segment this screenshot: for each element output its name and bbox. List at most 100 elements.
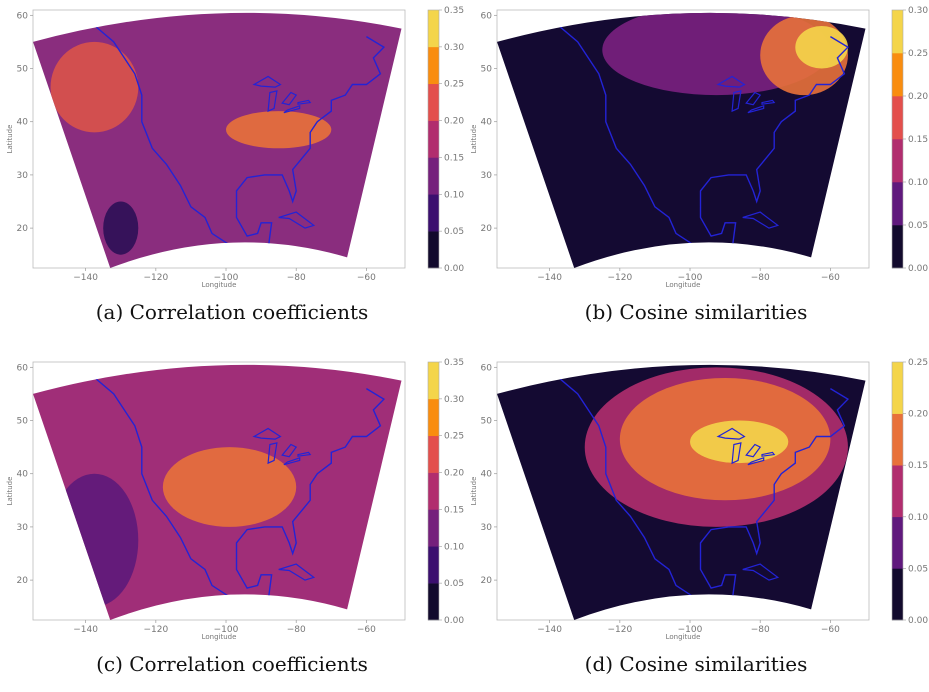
- colorbar-segment: [428, 157, 439, 195]
- colorbar-segment: [428, 398, 439, 437]
- lake-outline: [267, 442, 278, 465]
- colorbar-tick-label: 0.10: [908, 178, 928, 188]
- island-outline: [278, 211, 316, 229]
- lake-outline: [716, 427, 746, 440]
- colorbar-segment: [892, 182, 903, 226]
- caption-b: (b) Cosine similarities: [584, 300, 808, 324]
- coastline: [43, 369, 386, 608]
- colorbar-segment: [428, 583, 439, 621]
- x-tick-label: −120: [607, 625, 632, 635]
- x-tick-label: −120: [607, 273, 632, 283]
- lake-outline: [731, 442, 742, 465]
- island-outline: [742, 563, 780, 581]
- colorbar-segment: [428, 231, 439, 269]
- x-tick-label: −80: [751, 273, 770, 283]
- panel-a: −140 −120 −100 −80 −60 Longitude 20 30 40 50 60 Lat…: [0, 0, 464, 340]
- lake-outline: [252, 75, 282, 88]
- coastline: [507, 17, 850, 256]
- colorbar-segment: [428, 10, 439, 48]
- x-tick-label: −80: [287, 625, 306, 635]
- x-axis-label: Longitude: [666, 281, 701, 289]
- map-plot-d: −140 −120 −100 −80 −60 Longitude 20 30 40 50 60 Lat…: [470, 358, 928, 641]
- colorbar-tick-label: 0.30: [444, 395, 464, 405]
- panel-d: −140 −120 −100 −80 −60 Longitude 20 30 40 50 60 Lat…: [464, 352, 928, 692]
- colorbar-tick-label: 0.20: [908, 410, 928, 420]
- x-axis-label: Longitude: [202, 633, 237, 641]
- y-tick-label: 40: [17, 470, 29, 480]
- y-tick-label: 40: [481, 470, 493, 480]
- y-tick-label: 60: [17, 11, 29, 21]
- colorbar-tick-label: 0.05: [444, 579, 464, 589]
- y-tick-label: 60: [481, 363, 493, 373]
- x-tick-label: −120: [143, 273, 168, 283]
- colorbar-frame: [891, 361, 904, 621]
- colorbar-tick-label: 0.15: [908, 135, 928, 145]
- map-field: [33, 364, 402, 620]
- colorbar-tick-label: 0.25: [908, 358, 928, 368]
- x-axis-label: Longitude: [666, 633, 701, 641]
- colorbar-segment: [428, 83, 439, 121]
- lake-outline: [747, 104, 765, 114]
- y-tick-label: 30: [481, 523, 493, 533]
- colorbar-tick-label: 0.25: [444, 432, 464, 442]
- panel-c: −140 −120 −100 −80 −60 Longitude 20 30 40 50 60 Lat…: [0, 352, 464, 692]
- island-outline: [278, 563, 316, 581]
- coastline: [43, 17, 386, 256]
- lake-outline: [761, 99, 776, 105]
- coastline: [507, 369, 850, 608]
- colorbar-tick-label: 0.15: [908, 461, 928, 471]
- colorbar-segment: [892, 362, 903, 414]
- x-tick-label: −120: [143, 625, 168, 635]
- x-tick-label: −140: [73, 273, 98, 283]
- y-tick-label: 60: [481, 11, 493, 21]
- colorbar-tick-label: 0.10: [444, 190, 464, 200]
- y-tick-label: 40: [17, 118, 29, 128]
- x-tick-label: −100: [678, 625, 703, 635]
- colorbar-tick-label: 0.20: [444, 469, 464, 479]
- y-tick-label: 20: [481, 576, 493, 586]
- colorbar-tick-label: 0.35: [444, 6, 464, 16]
- colorbar-tick-label: 0.00: [908, 264, 928, 274]
- lake-outline: [283, 456, 301, 466]
- y-tick-label: 20: [17, 576, 29, 586]
- colorbar-segment: [892, 53, 903, 97]
- y-tick-label: 30: [481, 171, 493, 181]
- lake-outline: [761, 451, 776, 457]
- lake-outline: [267, 90, 278, 113]
- x-tick-label: −60: [357, 273, 376, 283]
- y-axis-label: Latitude: [6, 477, 14, 506]
- x-axis-label: Longitude: [202, 281, 237, 289]
- colorbar-segment: [428, 120, 439, 158]
- colorbar-tick-label: 0.10: [444, 542, 464, 552]
- colorbar-segment: [428, 509, 439, 547]
- colorbar-tick-label: 0.10: [908, 513, 928, 523]
- colorbar-frame: [427, 361, 440, 621]
- field-region: [795, 25, 848, 69]
- lake-outline: [745, 91, 762, 106]
- colorbar-tick-label: 0.20: [908, 92, 928, 102]
- colorbar-tick-label: 0.05: [444, 227, 464, 237]
- colorbar-segment: [428, 546, 439, 584]
- colorbar-tick-label: 0.15: [444, 505, 464, 515]
- y-axis-label: Latitude: [470, 125, 478, 154]
- map-plot-c: −140 −120 −100 −80 −60 Longitude 20 30 40 50 60 Lat…: [6, 358, 464, 641]
- field-region: [103, 201, 139, 255]
- y-axis-label: Latitude: [470, 477, 478, 506]
- field-region: [50, 41, 139, 133]
- y-axis-label: Latitude: [6, 125, 14, 154]
- lake-outline: [731, 90, 742, 113]
- colorbar-tick-label: 0.25: [444, 80, 464, 90]
- y-tick-label: 20: [17, 224, 29, 234]
- colorbar-segment: [892, 465, 903, 518]
- x-tick-label: −80: [287, 273, 306, 283]
- y-tick-label: 20: [481, 224, 493, 234]
- x-tick-label: −60: [357, 625, 376, 635]
- colorbar-tick-label: 0.15: [444, 153, 464, 163]
- colorbar-frame: [427, 9, 440, 269]
- x-tick-label: −140: [73, 625, 98, 635]
- lake-outline: [745, 443, 762, 458]
- lake-outline: [716, 75, 746, 88]
- lake-outline: [297, 99, 312, 105]
- colorbar-segment: [428, 362, 439, 400]
- lake-outline: [283, 104, 301, 114]
